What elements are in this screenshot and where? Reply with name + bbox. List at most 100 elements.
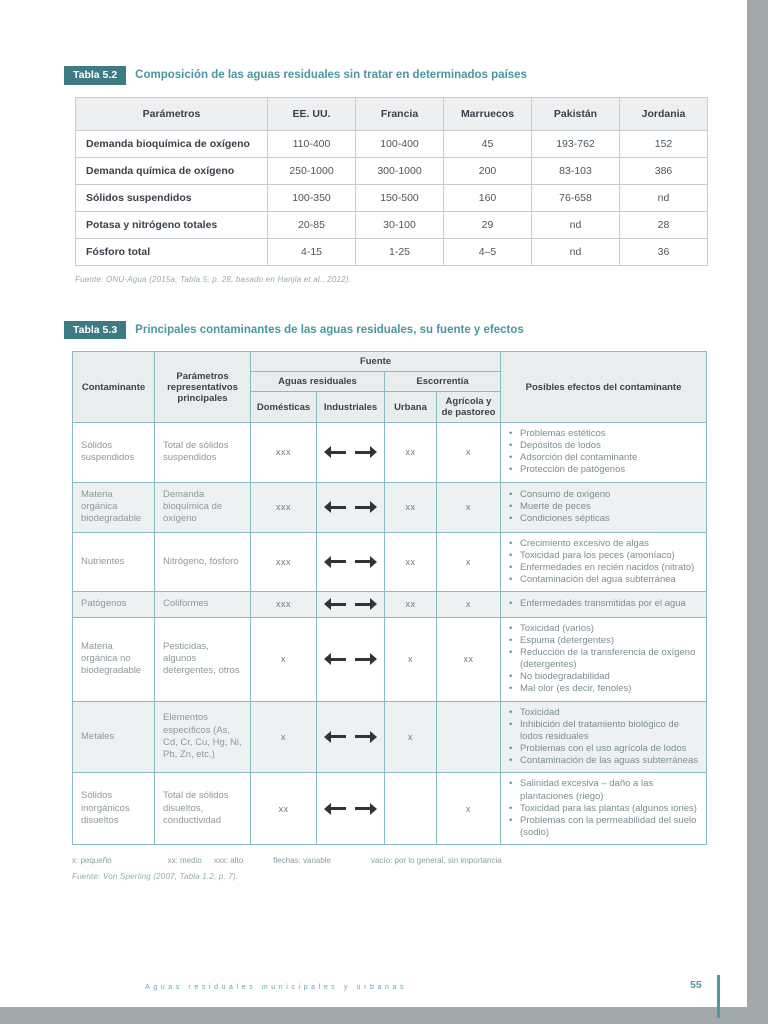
cell-domesticas: x	[250, 700, 317, 774]
arrow-left-icon	[324, 653, 346, 666]
effect-item: Consumo de oxígeno	[509, 489, 698, 501]
cell-value: 30-100	[355, 210, 444, 239]
cell-agricola: xx	[435, 616, 502, 702]
cell-domesticas: xxx	[250, 591, 317, 618]
cell-contaminante: Materia orgánica biodegradable	[72, 481, 155, 533]
cell-domesticas: xxx	[250, 531, 317, 593]
cell-value: 28	[619, 210, 708, 239]
cell-agricola: x	[435, 531, 502, 593]
arrow-right-icon	[355, 730, 377, 743]
legend-item: xx: medio	[167, 856, 202, 866]
table3-header-agricola: Agrícola y de pastoreo	[435, 391, 502, 423]
effect-item: Adsorción del contaminante	[509, 452, 698, 464]
table3-badge: Tabla 5.3	[64, 320, 127, 339]
cell-domesticas: xx	[250, 772, 317, 846]
cell-domesticas: xxx	[250, 422, 317, 483]
table3-heading: Tabla 5.3 Principales contaminantes de l…	[64, 320, 707, 339]
table-row: Fósforo total 4-15 1-25 4–5 nd 36	[75, 237, 708, 266]
page-number: 55	[690, 979, 702, 991]
table-row: Metales Elementos específicos (As, Cd, C…	[72, 700, 708, 774]
cell-value: 4-15	[267, 237, 356, 266]
cell-domesticas: xxx	[250, 481, 317, 533]
effect-item: Problemas con la permeabilidad del suelo…	[509, 815, 698, 839]
table2: Parámetros EE. UU. Francia Marruecos Pak…	[75, 96, 708, 266]
table3-source: Fuente: Von Sperling (2007, Tabla 1.2, p…	[72, 872, 239, 882]
cell-industriales	[316, 591, 385, 618]
cell-value: 83-103	[531, 156, 620, 185]
cell-contaminante: Materia orgánica no biodegradable	[72, 616, 155, 702]
row-param: Demanda bioquímica de oxígeno	[75, 129, 268, 158]
cell-value: 250-1000	[267, 156, 356, 185]
cell-contaminante: Nutrientes	[72, 531, 155, 593]
cell-contaminante: Metales	[72, 700, 155, 774]
cell-agricola: x	[435, 422, 502, 483]
table2-source: Fuente: ONU-Agua (2015a, Tabla 5, p. 28,…	[75, 274, 352, 284]
cell-urbana: xx	[384, 591, 437, 618]
table3-header-row-2: Aguas residuales Escorrentía	[73, 371, 707, 392]
cell-value: nd	[531, 210, 620, 239]
cell-contaminante: Patógenos	[72, 591, 155, 618]
arrow-left-icon	[324, 555, 346, 568]
cell-efectos: Toxicidad Inhibición del tratamiento bio…	[500, 700, 708, 774]
cell-value: 36	[619, 237, 708, 266]
table3-legend: x: pequeño xx: medio xxx: alto flechas: …	[72, 856, 707, 865]
table-row: Sólidos inorgánicos disueltos Total de s…	[72, 772, 708, 846]
arrow-right-icon	[355, 501, 377, 514]
table-row: Sólidos suspendidos Total de sólidos sus…	[72, 422, 708, 483]
table2-header-parametros: Parámetros	[75, 96, 268, 131]
table3-header-escorrentia: Escorrentía	[383, 371, 502, 392]
table3-header-domesticas: Domésticas	[250, 391, 317, 423]
arrow-left-icon	[324, 598, 346, 611]
cell-contaminante: Sólidos suspendidos	[72, 422, 155, 483]
table2-header-francia: Francia	[355, 96, 444, 131]
cell-efectos: Salinidad excesiva – daño a las plantaci…	[500, 772, 708, 846]
cell-value: 4–5	[443, 237, 532, 266]
arrow-left-icon	[324, 802, 346, 815]
table-row: Materia orgánica no biodegradable Pestic…	[72, 616, 708, 702]
effect-item: Toxicidad para los peces (amoníaco)	[509, 550, 698, 562]
effect-item: Enfermedades en recién nacidos (nitrato)	[509, 562, 698, 574]
legend-item: xxx: alto	[213, 856, 244, 866]
cell-efectos: Crecimiento excesivo de algas Toxicidad …	[500, 531, 708, 593]
cell-industriales	[316, 481, 385, 533]
legend-item: x: pequeño	[72, 856, 112, 866]
row-param: Potasa y nitrógeno totales	[75, 210, 268, 239]
table2-header-pakistan: Pakistán	[531, 96, 620, 131]
cell-industriales	[316, 422, 385, 483]
cell-agricola: x	[435, 481, 502, 533]
table-row: Demanda química de oxígeno 250-1000 300-…	[75, 156, 708, 185]
row-param: Demanda química de oxígeno	[75, 156, 268, 185]
effect-item: Toxicidad (varios)	[509, 623, 698, 635]
cell-value: 193-762	[531, 129, 620, 158]
cell-urbana: x	[384, 700, 437, 774]
cell-efectos: Consumo de oxígeno Muerte de peces Condi…	[500, 481, 708, 533]
table3-title: Principales contaminantes de las aguas r…	[135, 323, 524, 336]
arrow-right-icon	[355, 653, 377, 666]
table3-header-contaminante: Contaminante	[72, 351, 155, 423]
cell-industriales	[316, 700, 385, 774]
table-row: Potasa y nitrógeno totales 20-85 30-100 …	[75, 210, 708, 239]
effect-item: Muerte de peces	[509, 501, 698, 513]
cell-parametros: Pesticidas, algunos detergentes, otros	[154, 616, 251, 702]
cell-value: 100-400	[355, 129, 444, 158]
effect-item: Contaminación del agua subterránea	[509, 574, 698, 586]
table2-header-marruecos: Marruecos	[443, 96, 532, 131]
row-param: Fósforo total	[75, 237, 268, 266]
cell-parametros: Total de sólidos suspendidos	[154, 422, 251, 483]
effect-item: Crecimiento excesivo de algas	[509, 538, 698, 550]
cell-value: 152	[619, 129, 708, 158]
effect-item: Problemas estéticos	[509, 428, 698, 440]
table3-header-efectos: Posibles efectos del contaminante	[500, 351, 708, 423]
cell-value: 29	[443, 210, 532, 239]
cell-parametros: Demanda bioquímica de oxígeno	[154, 481, 251, 533]
table3-header-fuente: Fuente	[249, 351, 502, 372]
table3-header-row-3: Domésticas Industriales Urbana Agrícola …	[73, 391, 707, 423]
cell-value: nd	[619, 183, 708, 212]
table2-header-eeuu: EE. UU.	[267, 96, 356, 131]
cell-agricola: x	[435, 772, 502, 846]
cell-urbana: xx	[384, 481, 437, 533]
cell-value: 20-85	[267, 210, 356, 239]
cell-urbana: xx	[384, 531, 437, 593]
document-page: Tabla 5.2 Composición de las aguas resid…	[0, 0, 747, 1007]
cell-value: 300-1000	[355, 156, 444, 185]
